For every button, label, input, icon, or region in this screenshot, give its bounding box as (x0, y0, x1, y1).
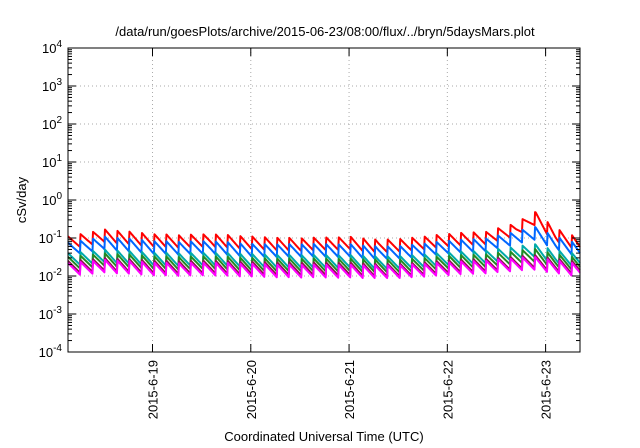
y-tick-label-exponent: -4 (53, 343, 62, 354)
y-tick-label: 101 (42, 153, 62, 170)
y-tick-label: 10-2 (39, 267, 63, 284)
y-tick-label: 102 (42, 115, 62, 132)
chart-title: /data/run/goesPlots/archive/2015-06-23/0… (115, 24, 535, 39)
y-tick-label: 104 (42, 39, 62, 56)
y-tick-label-exponent: 0 (56, 191, 62, 202)
y-tick-label-exponent: 1 (56, 153, 62, 164)
x-tick-label: 2015-6-19 (146, 360, 161, 419)
y-tick-label-base: 10 (39, 345, 53, 360)
y-tick-label-base: 10 (42, 41, 56, 56)
y-tick-label-base: 10 (42, 193, 56, 208)
series-line-5 (67, 256, 581, 280)
series-line-1 (67, 226, 581, 260)
series-group (67, 211, 581, 280)
y-tick-label-base: 10 (42, 79, 56, 94)
y-tick-label-exponent: 2 (56, 115, 62, 126)
y-tick-label-exponent: 4 (56, 39, 62, 50)
y-tick-label-exponent: -2 (53, 267, 62, 278)
y-tick-label-base: 10 (42, 117, 56, 132)
y-tick-label: 100 (42, 191, 62, 208)
y-tick-label: 10-1 (39, 229, 63, 246)
y-tick-label: 10-4 (39, 343, 63, 360)
y-tick-label: 103 (42, 77, 62, 94)
y-tick-label-base: 10 (42, 155, 56, 170)
x-axis-label: Coordinated Universal Time (UTC) (224, 429, 423, 444)
x-tick-label: 2015-6-21 (342, 360, 357, 419)
y-axis-label: cSv/day (14, 176, 29, 223)
y-tick-label-base: 10 (39, 307, 53, 322)
y-tick-label-base: 10 (39, 269, 53, 284)
x-tick-label: 2015-6-23 (539, 360, 554, 419)
x-axis: 2015-6-19 2015-6-20 2015-6-21 2015-6-22 2015… (146, 48, 554, 419)
y-tick-label-exponent: -3 (53, 305, 62, 316)
x-tick-label: 2015-6-20 (244, 360, 259, 419)
y-tick-label-base: 10 (39, 231, 53, 246)
y-tick-label-exponent: 3 (56, 77, 62, 88)
y-tick-label-exponent: -1 (53, 229, 62, 240)
y-tick-label: 10-3 (39, 305, 63, 322)
x-tick-label: 2015-6-22 (440, 360, 455, 419)
